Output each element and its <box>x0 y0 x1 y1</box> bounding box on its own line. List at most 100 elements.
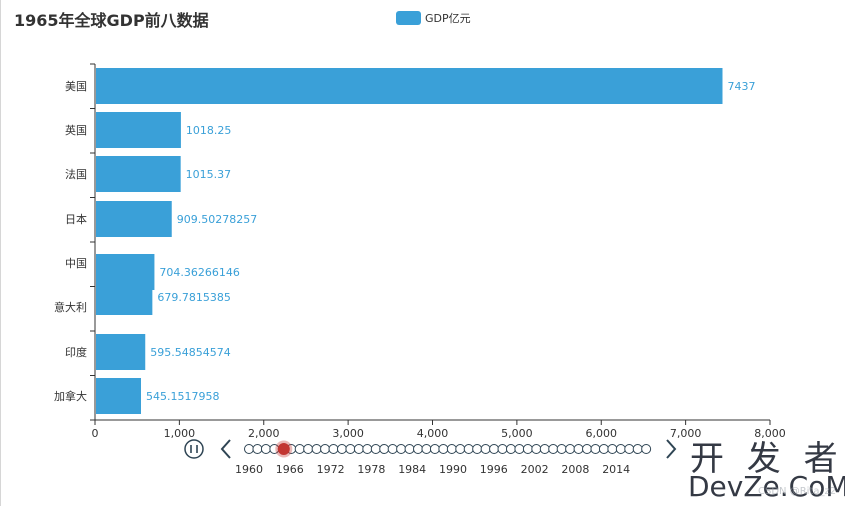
timeline-current-dot[interactable] <box>277 443 290 455</box>
timeline-dot[interactable] <box>522 444 533 454</box>
timeline-dot[interactable] <box>320 444 331 454</box>
chevron-right-icon[interactable] <box>666 439 677 459</box>
timeline-label-5[interactable]: 1990 <box>439 463 467 476</box>
timeline-label-1[interactable]: 1966 <box>276 463 304 476</box>
timeline-dot[interactable] <box>345 444 356 454</box>
timeline-dot[interactable] <box>480 444 491 454</box>
timeline-dot[interactable] <box>514 444 525 454</box>
category-label-6: 印度 <box>65 345 87 359</box>
timeline-dot[interactable] <box>421 444 432 454</box>
data-label-2: 1015.37 <box>186 168 232 181</box>
category-label-0: 美国 <box>65 80 87 93</box>
bar-7[interactable] <box>96 378 141 414</box>
chart-title: 1965年全球GDP前八数据 <box>14 11 209 30</box>
timeline-dot[interactable] <box>260 444 271 454</box>
timeline-dot[interactable] <box>556 444 567 454</box>
bar-3[interactable] <box>96 201 172 237</box>
timeline-dot[interactable] <box>336 444 347 454</box>
bar-5[interactable] <box>96 279 153 315</box>
data-label-3: 909.50278257 <box>177 213 257 226</box>
x-axis: 0 1,000 2,000 3,000 4,000 5,000 6,000 7,000 8,00… <box>90 63 786 440</box>
category-label-1: 英国 <box>65 123 87 137</box>
timeline-dot[interactable] <box>294 444 305 454</box>
timeline-label-0[interactable]: 1960 <box>235 463 263 476</box>
category-label-7: 加拿大 <box>54 389 87 403</box>
timeline-label-8[interactable]: 2008 <box>561 463 589 476</box>
x-tick-label-0: 0 <box>92 427 99 440</box>
timeline-label-9[interactable]: 2014 <box>602 463 630 476</box>
timeline-dot[interactable] <box>641 444 652 454</box>
x-tick-label-7: 7,000 <box>670 427 702 440</box>
bar-0[interactable] <box>96 68 723 104</box>
timeline-dot[interactable] <box>497 444 508 454</box>
timeline-dot[interactable] <box>489 444 500 454</box>
timeline-dot[interactable] <box>413 444 423 454</box>
x-tick-label-8: 8,000 <box>754 427 786 440</box>
bar-2[interactable] <box>96 156 181 192</box>
legend[interactable]: GDP亿元 <box>396 11 471 25</box>
timeline-dot[interactable] <box>244 444 254 454</box>
timeline-label-2[interactable]: 1972 <box>317 463 345 476</box>
data-label-4: 704.36266146 <box>159 266 239 279</box>
timeline-dot[interactable] <box>362 444 373 454</box>
timeline-dot[interactable] <box>404 444 415 454</box>
data-label-6: 595.54854574 <box>150 346 230 359</box>
timeline-dot[interactable] <box>472 444 483 454</box>
timeline-dot[interactable] <box>379 444 390 454</box>
data-label-7: 545.1517958 <box>146 390 219 403</box>
x-tick-label-1: 1,000 <box>164 427 196 440</box>
category-label-2: 法国 <box>65 167 87 181</box>
timeline-dot[interactable] <box>632 444 643 454</box>
timeline-dot[interactable] <box>463 444 474 454</box>
x-tick-label-4: 4,000 <box>417 427 449 440</box>
timeline-dot[interactable] <box>446 444 457 454</box>
timeline-dot[interactable] <box>582 444 592 454</box>
watermark: 开 发 者 DevZe.CoM CSDN @Rita_z2 <box>688 439 845 503</box>
timeline-dot[interactable] <box>311 444 322 454</box>
timeline-label-3[interactable]: 1978 <box>357 463 385 476</box>
watermark-line1: 开 发 者 <box>690 439 844 479</box>
timeline-dot[interactable] <box>252 444 263 454</box>
x-tick-label-2: 2,000 <box>248 427 280 440</box>
timeline-dot[interactable] <box>607 444 618 454</box>
legend-label[interactable]: GDP亿元 <box>425 12 471 25</box>
chevron-left-icon[interactable] <box>220 439 231 459</box>
timeline-dot[interactable] <box>590 444 601 454</box>
x-tick-label-6: 6,000 <box>586 427 618 440</box>
data-label-5: 679.7815385 <box>157 291 230 304</box>
timeline-dot[interactable] <box>598 444 609 454</box>
timeline-dot[interactable] <box>429 444 440 454</box>
bar-1[interactable] <box>96 112 181 148</box>
timeline-dot[interactable] <box>624 444 635 454</box>
timeline-dot[interactable] <box>565 444 576 454</box>
timeline-label-6[interactable]: 1996 <box>480 463 508 476</box>
timeline-dot[interactable] <box>353 444 364 454</box>
timeline-label-7[interactable]: 2002 <box>521 463 549 476</box>
timeline-dot[interactable] <box>303 444 314 454</box>
bars-group: 7437 1018.25 1015.37 909.50278257 704.362661… <box>96 68 755 414</box>
bar-6[interactable] <box>96 334 146 370</box>
data-label-1: 1018.25 <box>186 124 232 137</box>
timeline-dot[interactable] <box>548 444 559 454</box>
timeline-dot[interactable] <box>615 444 626 454</box>
timeline-dot[interactable] <box>438 444 449 454</box>
timeline-dot[interactable] <box>539 444 550 454</box>
timeline-dot[interactable] <box>370 444 381 454</box>
timeline-dot[interactable] <box>505 444 516 454</box>
watermark-line3: CSDN @Rita_z2 <box>758 486 836 497</box>
timeline[interactable]: 1960 1966 1972 1978 1984 1990 1996 2002 2008 2014 <box>184 439 677 476</box>
timeline-dot[interactable] <box>531 444 542 454</box>
timeline-dot[interactable] <box>573 444 584 454</box>
x-tick-label-3: 3,000 <box>332 427 364 440</box>
timeline-dot[interactable] <box>396 444 407 454</box>
timeline-label-4[interactable]: 1984 <box>398 463 426 476</box>
timeline-dot[interactable] <box>387 444 398 454</box>
legend-swatch[interactable] <box>396 11 421 25</box>
x-tick-label-5: 5,000 <box>501 427 533 440</box>
timeline-dot[interactable] <box>328 444 339 454</box>
pause-icon[interactable] <box>184 439 204 459</box>
timeline-dot[interactable] <box>455 444 466 454</box>
